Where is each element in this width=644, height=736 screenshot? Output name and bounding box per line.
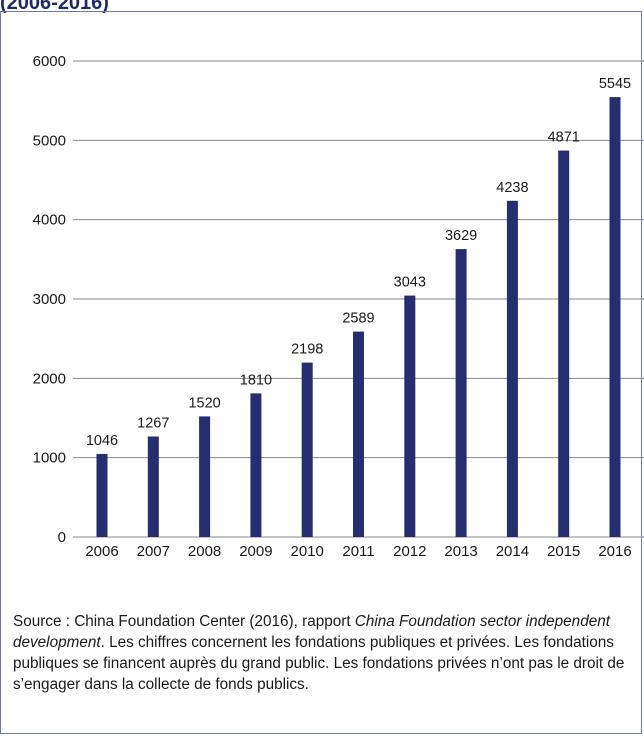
- bar-value-label: 4871: [548, 130, 580, 146]
- x-tick-label: 2010: [291, 543, 324, 560]
- x-tick-label: 2008: [188, 543, 221, 560]
- bar-value-label: 3629: [445, 228, 477, 244]
- bar-value-label: 1810: [240, 372, 272, 388]
- x-tick-label: 2007: [137, 543, 170, 560]
- y-tick-label: 5000: [33, 132, 66, 149]
- bar: [199, 416, 211, 537]
- bar: [609, 97, 621, 537]
- bar: [558, 150, 570, 538]
- y-tick-label: 4000: [33, 212, 66, 229]
- x-tick-label: 2013: [444, 543, 477, 560]
- bar: [250, 393, 262, 537]
- bar: [147, 436, 159, 537]
- y-axis-ticks: 0 1000 2000 3000 4000 5000 6000: [33, 53, 66, 546]
- source-note: Source : China Foundation Center (2016),…: [13, 611, 638, 695]
- bar: [455, 249, 467, 537]
- x-tick-label: 2015: [547, 543, 580, 560]
- bar: [353, 331, 364, 537]
- chart-frame: [0, 11, 642, 734]
- bar: [96, 454, 108, 537]
- bar: [301, 362, 313, 537]
- bar-value-label: 1046: [86, 433, 118, 449]
- bar-chart: 0 1000 2000 3000 4000 5000 6000 1046 1267 1520 18…: [33, 53, 644, 560]
- x-tick-label: 2016: [598, 543, 631, 560]
- x-tick-label: 2009: [239, 543, 272, 560]
- bar-value-label: 2589: [342, 311, 374, 327]
- bar: [506, 200, 518, 537]
- bar-value-label: 1267: [137, 415, 169, 431]
- bar: [404, 295, 416, 537]
- source-report-title: China Foundation sector independent deve…: [13, 613, 610, 651]
- x-tick-label: 2006: [85, 543, 118, 560]
- y-tick-label: 3000: [33, 291, 66, 308]
- y-tick-label: 2000: [33, 370, 66, 387]
- x-tick-label: 2012: [393, 543, 426, 560]
- bar-value-label: 3043: [394, 275, 426, 291]
- bar-value-labels: 1046 1267 1520 1810 2198 2589 3043 3629 4238 4871…: [86, 76, 631, 449]
- source-prefix: Source : China Foundation Center (2016),…: [13, 613, 355, 630]
- x-axis-ticks: 2006 2007 2008 2009 2010 2011 2012 2013 2014 2015…: [85, 543, 631, 560]
- bar-value-label: 1520: [188, 395, 220, 411]
- bar-value-label: 2198: [291, 342, 323, 358]
- chart-title-fragment: (2006-2016): [0, 0, 109, 14]
- bar-value-label: 4238: [496, 180, 528, 196]
- x-tick-label: 2014: [496, 543, 529, 560]
- y-tick-label: 0: [58, 529, 66, 546]
- bar-value-label: 5545: [599, 76, 631, 92]
- x-tick-label: 2011: [342, 543, 374, 560]
- y-tick-label: 6000: [33, 53, 66, 70]
- source-suffix: . Les chiffres concernent les fondations…: [13, 634, 625, 693]
- bars-layer: [96, 97, 621, 538]
- y-tick-label: 1000: [33, 450, 66, 467]
